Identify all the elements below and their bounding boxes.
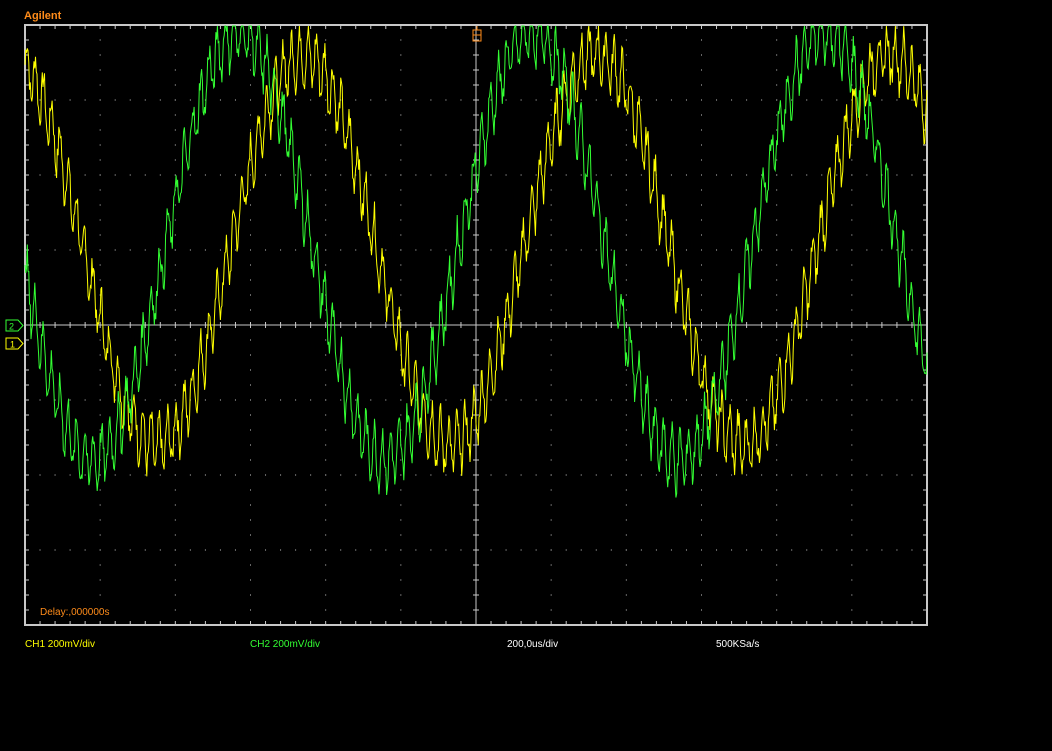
brand-logo: Agilent (24, 10, 62, 22)
trigger-position-marker[interactable] (472, 26, 482, 42)
waveform-traces (24, 24, 928, 498)
timebase-readout[interactable]: 200,0us/div (507, 639, 559, 650)
delay-readout: Delay:,000000s (40, 607, 110, 618)
ch1-marker-label: 1 (10, 340, 15, 350)
trace-ch1 (24, 25, 928, 477)
sample-rate-readout: 500KSa/s (716, 639, 760, 650)
ch2-scale-readout[interactable]: CH2 200mV/div (250, 639, 321, 650)
ch2-ground-marker[interactable]: 2 (5, 319, 24, 332)
trace-ch2 (24, 24, 928, 498)
ch1-scale-readout[interactable]: CH1 200mV/div (25, 639, 96, 650)
ch1-ground-marker[interactable]: 1 (5, 337, 24, 350)
ch2-marker-label: 2 (9, 322, 14, 332)
